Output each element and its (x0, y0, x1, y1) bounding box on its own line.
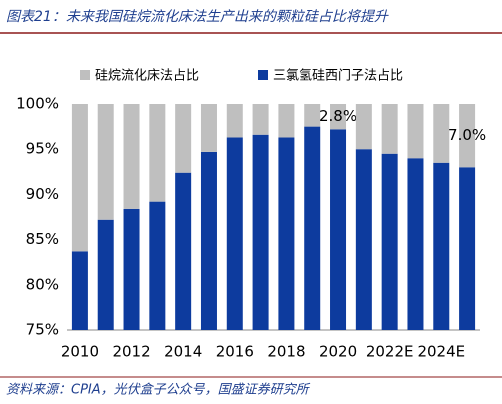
legend-swatch (80, 70, 90, 80)
bar-segment (433, 162, 450, 330)
y-tick-label: 95% (26, 140, 59, 158)
bar-segment (355, 149, 372, 330)
x-tick-label: 2010 (61, 343, 99, 361)
bar-segment (71, 251, 88, 330)
bar-segment (381, 104, 398, 154)
bar-segment (355, 104, 372, 150)
bar-segment (200, 151, 217, 330)
x-tick-label: 2014 (164, 343, 202, 361)
bar-segment (433, 104, 450, 163)
bar-segment (200, 104, 217, 152)
bar-segment (252, 134, 269, 330)
source: 资料来源：CPIA，光伏盒子公众号，国盛证券研究所 (6, 382, 311, 398)
bar-segment (175, 172, 192, 330)
data-label: 7.0% (448, 126, 486, 144)
bar-segment (304, 104, 321, 127)
bar-segment (149, 201, 166, 330)
y-tick-label: 75% (26, 321, 59, 339)
y-tick-label: 100% (16, 95, 59, 113)
bar-segment (407, 104, 424, 159)
bar-segment (175, 104, 192, 173)
bar-segment (381, 153, 398, 330)
x-tick-label: 2018 (267, 343, 305, 361)
bar-segment (123, 104, 140, 209)
y-tick-label: 85% (26, 230, 59, 248)
chart-title: 图表21：未来我国硅烷流化床法生产出来的颗粒硅占比将提升 (6, 9, 389, 25)
bar-segment (278, 104, 295, 138)
x-tick-label: 2022E (366, 343, 414, 361)
y-tick-label: 80% (26, 275, 59, 293)
bar-segment (252, 104, 269, 135)
bar-segment (71, 104, 88, 252)
data-label: 2.8% (319, 107, 357, 125)
bar-segment (330, 129, 347, 330)
x-tick-label: 2012 (112, 343, 150, 361)
bar-segment (459, 167, 476, 330)
bar-segment (123, 208, 140, 330)
legend-swatch (258, 70, 268, 80)
x-tick-label: 2016 (216, 343, 254, 361)
bar-segment (407, 158, 424, 330)
bar-segment (226, 137, 243, 330)
bar-segment (330, 104, 347, 130)
bar-segment (97, 219, 114, 330)
bar-segment (278, 137, 295, 330)
x-tick-label: 2020 (319, 343, 357, 361)
bar-segment (459, 104, 476, 168)
x-tick-label: 2024E (417, 343, 465, 361)
bar-segment (149, 104, 166, 202)
bar-segment (304, 126, 321, 330)
legend-label: 三氯氢硅西门子法占比 (273, 69, 403, 84)
bar-segment (226, 104, 243, 138)
bar-segment (97, 104, 114, 220)
legend-label: 硅烷流化床法占比 (95, 69, 199, 84)
y-tick-label: 90% (26, 185, 59, 203)
